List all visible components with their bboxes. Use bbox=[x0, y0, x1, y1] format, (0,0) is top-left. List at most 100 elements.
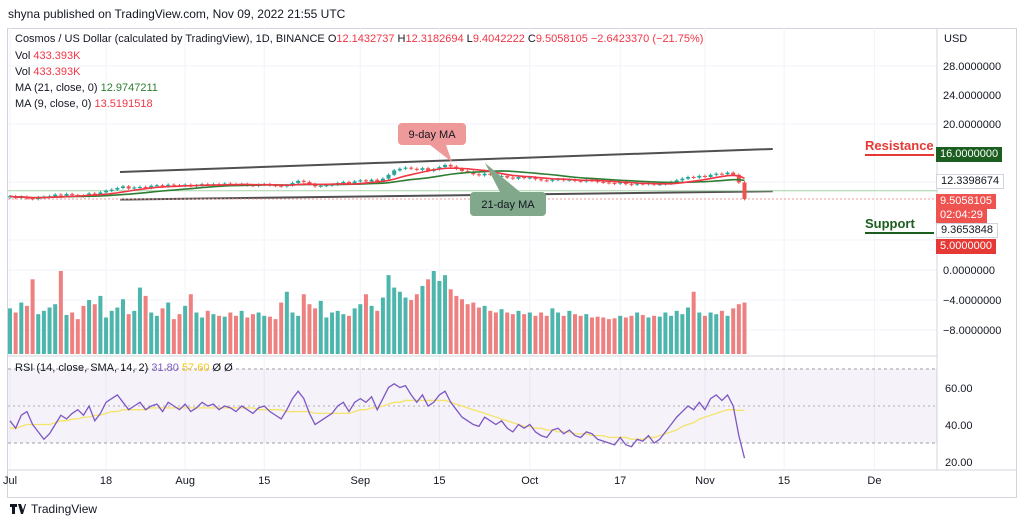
volume-bar bbox=[154, 315, 159, 354]
volume-bar bbox=[8, 308, 12, 354]
candle-body bbox=[58, 194, 63, 196]
volume-bar bbox=[482, 305, 487, 354]
volume-bar bbox=[539, 312, 544, 354]
candle-body bbox=[392, 170, 397, 175]
candle-body bbox=[527, 177, 532, 179]
candle-body bbox=[482, 173, 487, 176]
volume-bar bbox=[109, 310, 114, 354]
volume-bar bbox=[245, 317, 250, 354]
candle-body bbox=[109, 189, 114, 191]
candle-body bbox=[691, 177, 696, 178]
rsi-legend[interactable]: RSI (14, close, SMA, 14, 2) 31.80 57.60 … bbox=[15, 362, 233, 374]
volume-bar bbox=[256, 312, 261, 354]
candle-body bbox=[30, 198, 35, 200]
volume-bar bbox=[403, 297, 408, 354]
volume-bar bbox=[736, 304, 741, 354]
volume-bar bbox=[137, 287, 142, 354]
tradingview-logo[interactable]: TradingView bbox=[10, 502, 97, 516]
volume-bar bbox=[177, 314, 182, 354]
volume-bar bbox=[228, 312, 233, 354]
legend-row-vol-2[interactable]: Vol 433.393K bbox=[15, 66, 80, 78]
volume-bar bbox=[290, 312, 295, 354]
rsi-label: RSI (14, close, SMA, 14, 2) bbox=[15, 362, 149, 374]
legend-value: 433.393K bbox=[33, 50, 81, 62]
volume-bar bbox=[222, 316, 227, 354]
candle-body bbox=[674, 180, 679, 182]
candle-body bbox=[736, 174, 741, 183]
volume-bar bbox=[623, 317, 628, 354]
volume-bar bbox=[160, 308, 165, 354]
candle-body bbox=[697, 175, 702, 178]
ma-level-tag-2: 9.3653848 bbox=[936, 223, 998, 238]
volume-bar bbox=[284, 291, 289, 354]
volume-bar bbox=[171, 319, 176, 354]
volume-bar bbox=[629, 315, 634, 354]
support-price-tag: 5.0000000 bbox=[936, 239, 996, 254]
candle-body bbox=[279, 185, 284, 187]
volume-bar bbox=[702, 315, 707, 354]
ohlc-value: 9.5058105 bbox=[535, 33, 588, 45]
legend-label: MA (9, close, 0) bbox=[15, 98, 92, 110]
volume-bar bbox=[188, 294, 193, 354]
x-tick-label: 15 bbox=[258, 475, 270, 487]
volume-bar bbox=[516, 310, 521, 354]
volume-bar bbox=[731, 308, 736, 354]
volume-bar bbox=[578, 315, 583, 354]
volume-bar bbox=[30, 279, 35, 354]
candle-body bbox=[719, 173, 724, 175]
currency-label: USD bbox=[944, 33, 968, 45]
volume-bar bbox=[13, 312, 18, 354]
volume-bar bbox=[341, 314, 346, 354]
volume-bar bbox=[674, 310, 679, 354]
volume-bar bbox=[510, 314, 515, 354]
candle-body bbox=[143, 186, 148, 188]
volume-bar bbox=[476, 307, 481, 354]
brand-name: TradingView bbox=[31, 502, 98, 516]
candle-body bbox=[606, 182, 611, 184]
candle-body bbox=[623, 182, 628, 185]
candle-body bbox=[443, 164, 448, 168]
countdown-tag: 02:04:29 bbox=[936, 208, 987, 223]
candle-body bbox=[64, 194, 69, 196]
candle-body bbox=[612, 183, 617, 185]
volume-bar bbox=[443, 275, 448, 354]
y-tick-label: 20.0000000 bbox=[943, 119, 1001, 131]
candle-body bbox=[92, 193, 97, 195]
last-price-tag: 9.5058105 bbox=[936, 194, 996, 209]
ma9-callout-label: 9-day MA bbox=[408, 129, 456, 141]
volume-bar bbox=[296, 315, 301, 354]
candle-body bbox=[708, 174, 713, 177]
volume-bar bbox=[595, 316, 600, 354]
candle-body bbox=[386, 174, 391, 179]
volume-bar bbox=[663, 312, 668, 354]
volume-bar bbox=[200, 317, 205, 354]
publish-caption: shyna published on TradingView.com, Nov … bbox=[8, 7, 346, 21]
candle-body bbox=[510, 177, 515, 179]
x-tick-label: 18 bbox=[100, 475, 112, 487]
rsi-extra-value: Ø bbox=[224, 362, 233, 374]
candle-body bbox=[680, 178, 685, 181]
candle-body bbox=[414, 168, 419, 170]
volume-bar bbox=[36, 314, 41, 354]
volume-bar bbox=[635, 312, 640, 354]
candle-body bbox=[375, 179, 380, 182]
x-tick-label: Aug bbox=[175, 475, 195, 487]
ohlc-values: O12.1432737 H12.3182694 L9.4042222 C9.50… bbox=[328, 33, 588, 45]
candle-body bbox=[171, 184, 176, 186]
ma21-callout-box bbox=[470, 192, 546, 216]
volume-bar bbox=[657, 316, 662, 354]
volume-bar bbox=[121, 299, 125, 354]
ohlc-value: 12.3182694 bbox=[405, 33, 464, 45]
volume-bar bbox=[573, 314, 577, 354]
legend-row-ma9[interactable]: MA (9, close, 0) 13.5191518 bbox=[15, 98, 153, 110]
candle-body bbox=[522, 177, 527, 179]
volume-bar bbox=[691, 291, 696, 354]
candle-body bbox=[505, 175, 510, 178]
rsi-ma-line bbox=[10, 399, 745, 440]
x-tick-label: Nov bbox=[695, 475, 715, 487]
legend-row-vol[interactable]: Vol 433.393K bbox=[15, 50, 80, 62]
legend-value: 13.5191518 bbox=[94, 98, 153, 110]
symbol-header: Cosmos / US Dollar (calculated by Tradin… bbox=[15, 33, 703, 45]
legend-row-ma21[interactable]: MA (21, close, 0) 12.9747211 bbox=[15, 82, 158, 94]
volume-bar bbox=[352, 308, 357, 354]
